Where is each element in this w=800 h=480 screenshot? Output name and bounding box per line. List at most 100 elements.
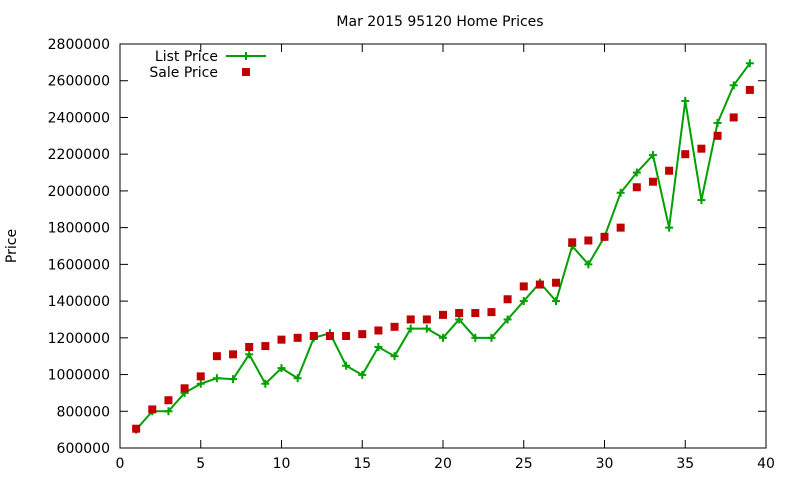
sale-price-point: [632, 183, 641, 192]
sale-price-point: [729, 113, 738, 122]
list-price-point: [374, 343, 383, 351]
sale-price-point: [487, 308, 496, 317]
x-tick-label: 5: [196, 456, 205, 472]
list-price-point: [729, 81, 738, 90]
list-price-point: [422, 324, 431, 333]
list-price-point: [358, 370, 367, 379]
sale-price-point: [390, 322, 399, 331]
sale-price-point: [245, 343, 254, 351]
list-price-point: [745, 59, 754, 68]
list-price-point: [487, 333, 496, 342]
sale-price-point: [697, 144, 706, 153]
legend-plus-swatch: [242, 52, 250, 60]
sale-price-point: [374, 326, 383, 335]
x-tick-label: 15: [353, 456, 371, 472]
list-price-line: [135, 62, 751, 431]
y-tick-label: 600000: [57, 441, 110, 457]
list-price-point: [212, 374, 221, 383]
list-price-point: [245, 350, 254, 359]
sale-price-point: [342, 331, 351, 340]
sale-price-point: [616, 223, 625, 232]
sale-price-point: [261, 342, 270, 351]
y-tick-label: 2400000: [48, 110, 110, 126]
sale-price-point: [455, 309, 464, 318]
y-tick-label: 2800000: [48, 37, 110, 53]
sale-price-point: [439, 310, 447, 319]
sale-price-point: [180, 384, 189, 393]
sale-price-point: [164, 396, 173, 405]
list-price-point: [552, 297, 561, 306]
y-tick-label: 800000: [57, 404, 110, 420]
series-layer: [132, 59, 754, 434]
list-price-point: [164, 407, 173, 416]
y-tick-label: 1400000: [48, 294, 110, 310]
list-price-point: [342, 361, 351, 370]
x-tick-label: 10: [273, 456, 291, 472]
sale-price-point: [471, 309, 480, 318]
legend-square-swatch: [242, 68, 250, 76]
sale-price-point: [648, 177, 657, 186]
y-tick-label: 1000000: [48, 368, 110, 384]
sale-price-point: [196, 372, 205, 381]
list-price-point: [196, 379, 205, 388]
list-price-point: [665, 223, 674, 232]
list-price-point: [697, 196, 706, 205]
y-tick-label: 1200000: [48, 331, 110, 347]
y-axis-label: Price: [4, 229, 20, 263]
sale-price-point: [568, 238, 577, 247]
list-price-point: [229, 375, 238, 384]
list-price-point: [293, 374, 302, 383]
axis-ticks: 0 5 10 15 20 25 30 35 40 600000 800000 1000000 12000…: [48, 37, 775, 472]
sale-price-point: [325, 331, 334, 340]
sale-price-point: [422, 315, 431, 324]
x-tick-label: 35: [676, 456, 694, 472]
sale-price-point: [358, 330, 367, 339]
x-tick-label: 30: [596, 456, 614, 472]
sale-price-point: [503, 295, 512, 304]
sale-price-point: [229, 350, 238, 359]
sale-price-point: [745, 85, 754, 94]
list-price-point: [390, 352, 399, 361]
sale-price-point: [713, 131, 722, 140]
sale-price-point: [132, 424, 141, 433]
plot-frame: [119, 43, 767, 449]
sale-price-point: [406, 315, 415, 324]
y-tick-label: 2200000: [48, 147, 110, 163]
y-tick-label: 1800000: [48, 221, 110, 237]
sale-price-point: [600, 232, 609, 241]
list-price-point: [406, 324, 415, 333]
sale-price-point: [277, 335, 286, 344]
list-price-point: [277, 364, 286, 373]
sale-price-point: [584, 236, 593, 245]
x-tick-label: 40: [757, 456, 775, 472]
list-price-point: [681, 96, 690, 105]
list-price-point: [616, 188, 625, 197]
sale-price-point: [535, 280, 544, 289]
list-price-point: [632, 168, 641, 177]
legend-label: Sale Price: [149, 65, 218, 81]
list-price-point: [503, 315, 512, 324]
sale-price-point: [519, 282, 528, 291]
sale-price-point: [309, 331, 318, 340]
sale-price-point: [293, 333, 302, 342]
list-price-point: [648, 151, 657, 160]
sale-price-point: [148, 405, 157, 414]
sale-price-point: [665, 166, 674, 175]
list-price-point: [471, 333, 480, 342]
list-price-point: [584, 260, 593, 269]
y-tick-label: 2600000: [48, 74, 110, 90]
list-price-point: [519, 297, 528, 306]
series-list-price: [132, 59, 754, 434]
x-tick-label: 0: [116, 456, 125, 472]
chart-title: Mar 2015 95120 Home Prices: [336, 14, 543, 30]
x-tick-label: 25: [515, 456, 533, 472]
x-tick-label: 20: [434, 456, 452, 472]
list-price-point: [713, 118, 722, 127]
y-tick-label: 2000000: [48, 184, 110, 200]
sale-price-point: [212, 352, 221, 361]
sale-price-point: [552, 278, 561, 287]
list-price-point: [439, 333, 447, 342]
